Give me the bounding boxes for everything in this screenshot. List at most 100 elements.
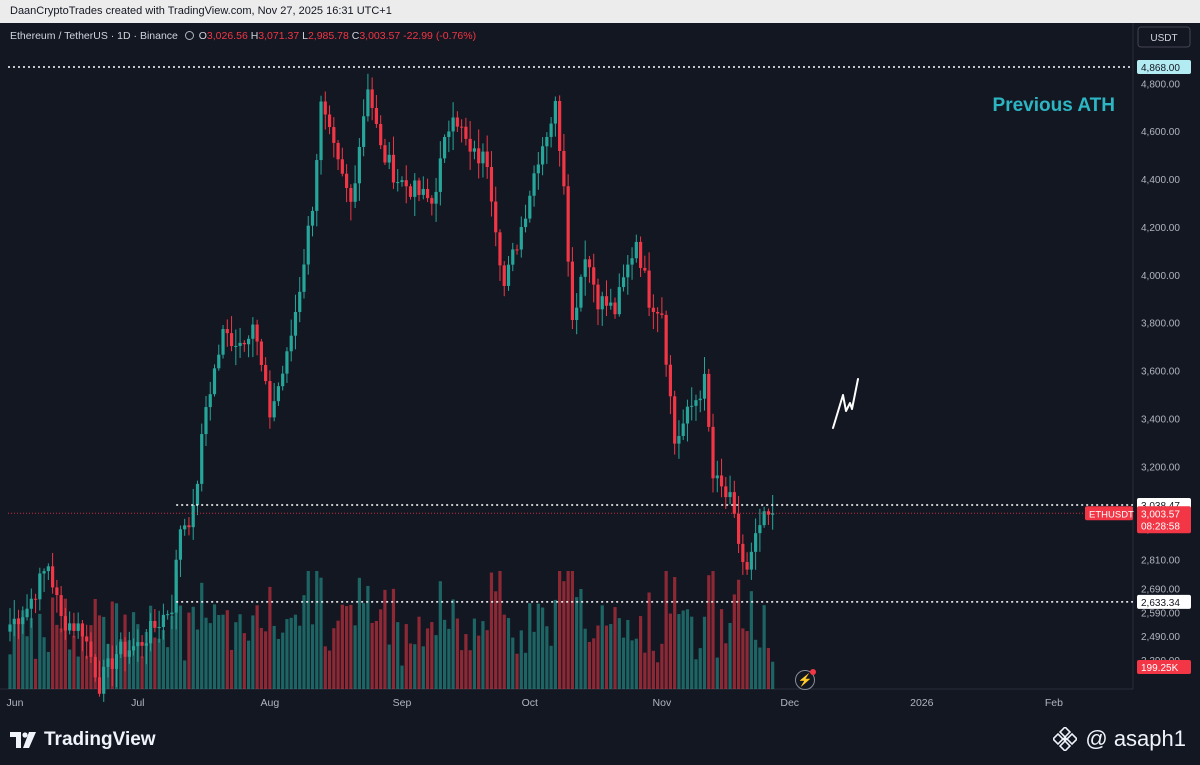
volume-bar [362, 603, 366, 689]
lightning-icon[interactable]: ⚡ [795, 669, 816, 690]
candle-body [719, 475, 724, 487]
volume-bar [59, 628, 63, 689]
candle-body [268, 381, 272, 418]
volume-bar [349, 604, 353, 689]
candle-body [157, 627, 161, 629]
candle-body [668, 364, 673, 397]
volume-bar [234, 622, 238, 689]
volume-bar [68, 649, 72, 689]
symbol-line[interactable]: Ethereum / TetherUS · 1D · Binance [10, 30, 178, 42]
volume-bar [366, 585, 370, 689]
price-axis[interactable]: USDT 2,390.002,490.002,590.002,690.002,8… [1137, 26, 1191, 667]
candle-body [140, 642, 144, 646]
volume-bar [140, 656, 144, 689]
volume-bar [651, 650, 655, 689]
volume-label-box [1137, 660, 1191, 674]
time-tick-label: Sep [393, 697, 412, 709]
volume-bar [583, 628, 587, 689]
binance-logo-icon [1053, 727, 1078, 751]
candle-body [528, 195, 532, 219]
candle-body [357, 146, 361, 184]
candle-body [506, 264, 511, 286]
candle-body [660, 313, 664, 315]
volume-bar [268, 586, 272, 689]
volume-bar [8, 654, 12, 689]
volume-bar [698, 648, 702, 689]
price-chart[interactable]: 4,868.003,038.472,633.34 USDT 2,390.002,… [0, 23, 1200, 712]
candle-body [481, 151, 485, 164]
candle-body [413, 180, 417, 197]
time-axis[interactable]: Jun Jul Aug Sep Oct Nov Dec 2026 Feb [7, 697, 1064, 709]
candle-body [498, 232, 502, 266]
volume-bar [570, 571, 575, 689]
volume-bar [562, 581, 566, 689]
volume-bar [200, 582, 204, 689]
volume-bar [344, 606, 349, 689]
volume-bar [438, 581, 442, 689]
candle-body [97, 677, 102, 694]
symbol-info-bar: Ethereum / TetherUS · 1D · Binance O3,02… [10, 30, 476, 42]
currency-button[interactable] [1137, 26, 1191, 48]
volume-bar [553, 599, 557, 689]
open-label: O [198, 30, 207, 42]
candle-body [38, 573, 42, 600]
volume-bar [387, 644, 391, 689]
candle-body [85, 636, 89, 642]
candle-body [442, 136, 447, 159]
candle-body [673, 396, 677, 444]
volume-bar [579, 588, 583, 689]
candle-body [532, 173, 536, 196]
author-name: @ asaph1 [1085, 726, 1186, 751]
candle-body [728, 492, 732, 498]
volume-bar [532, 631, 536, 689]
candle-body [370, 89, 374, 108]
candle-body [502, 265, 506, 286]
volume-bar [85, 655, 89, 689]
volume-bar [264, 631, 268, 689]
volume-bar [715, 657, 719, 689]
volume-bar [732, 594, 736, 689]
candle-body [46, 566, 50, 572]
volume-bar [272, 625, 276, 689]
candle-body [425, 188, 430, 199]
volume-bar [119, 639, 123, 689]
candle-body [741, 543, 745, 563]
volume-bar [690, 616, 694, 689]
volume-bar [183, 660, 187, 689]
open-value: 3,026.56 [206, 30, 248, 42]
volume-bar [673, 577, 677, 689]
candle-body [306, 225, 310, 265]
time-tick-label: Oct [522, 697, 538, 709]
candle-body [119, 641, 123, 655]
candle-body [579, 276, 583, 308]
candle-body [702, 373, 707, 399]
volume-bar [447, 628, 451, 689]
volume-bar [455, 618, 459, 689]
candle-body [494, 201, 498, 233]
candle-body [647, 270, 651, 308]
tradingview-logo[interactable]: TradingView [10, 729, 156, 751]
candle-body [468, 138, 472, 152]
volume-bar [506, 618, 511, 689]
candle-body [42, 571, 46, 574]
volume-bar [566, 571, 570, 689]
candle-body [771, 513, 775, 515]
candle-body [80, 623, 85, 637]
volume-bar [383, 589, 387, 689]
volume-bar [494, 591, 498, 689]
candle-body [255, 324, 259, 342]
candle-body [29, 598, 33, 609]
notification-dot [810, 669, 816, 675]
candle-body [51, 566, 55, 588]
candle-body [404, 180, 408, 187]
tradingview-logo-icon [10, 732, 36, 748]
volume-bar [681, 610, 685, 689]
volume-bar [246, 640, 251, 689]
volume-bar [29, 618, 33, 689]
candle-body [621, 277, 626, 288]
candle-body [55, 587, 59, 596]
volume-bar [217, 615, 221, 689]
volume-bar [528, 603, 532, 689]
candle-body [183, 525, 187, 530]
